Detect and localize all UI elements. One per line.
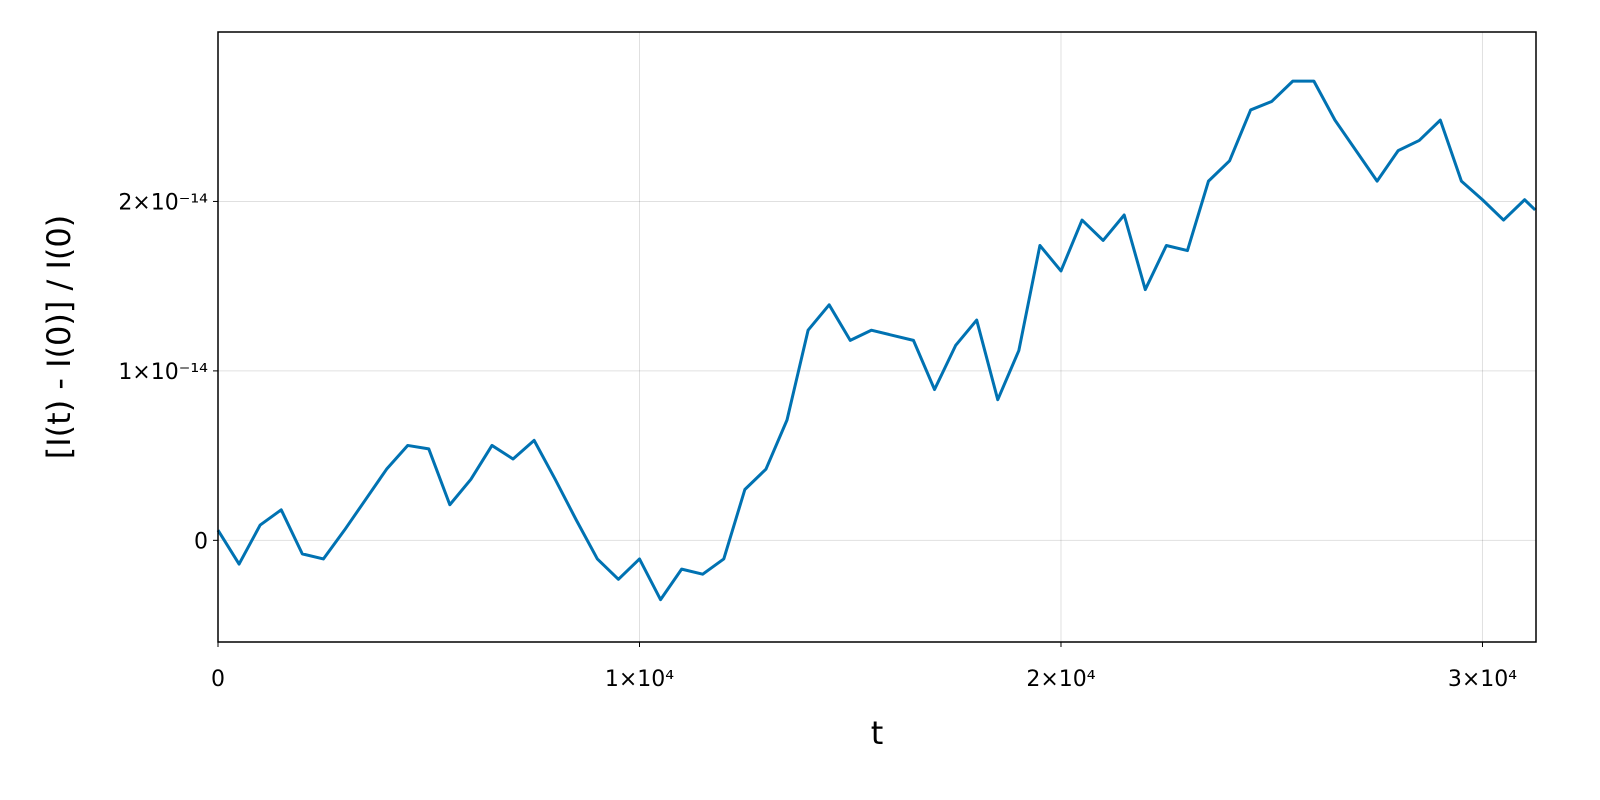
x-tick-label: 3×10⁴ — [1448, 667, 1517, 692]
x-axis-label: t — [871, 714, 884, 752]
x-tick-label: 0 — [211, 667, 225, 692]
data-line — [216, 79, 1537, 602]
x-tick-label: 2×10⁴ — [1026, 667, 1095, 692]
x-tick-label: 1×10⁴ — [605, 667, 674, 692]
y-tick-label: 1×10⁻¹⁴ — [118, 360, 208, 385]
y-tick-label: 2×10⁻¹⁴ — [118, 190, 208, 215]
y-tick-label: 0 — [194, 529, 208, 554]
plot-frame — [217, 31, 1537, 643]
y-axis-label: [I(t) - I(0)] / I(0) — [40, 215, 78, 459]
